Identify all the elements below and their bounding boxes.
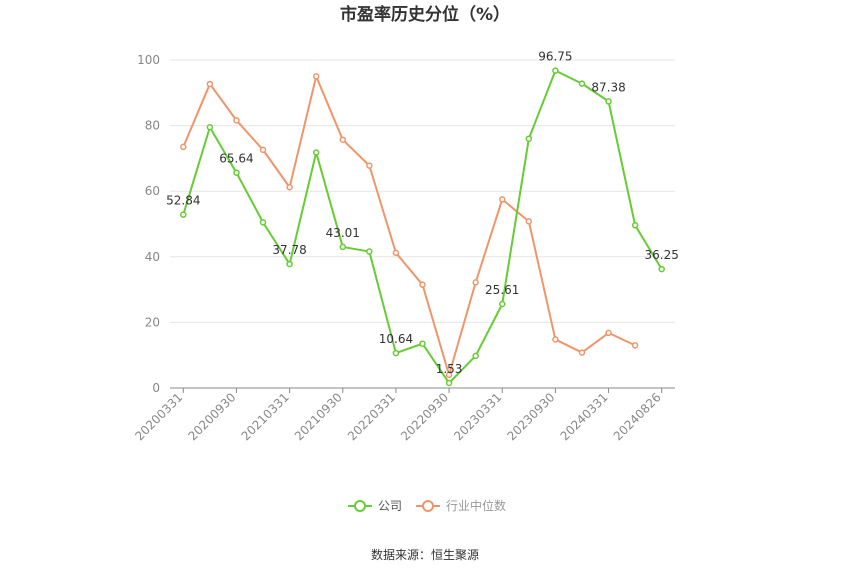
- data-point: [392, 249, 400, 257]
- data-point: [392, 349, 400, 357]
- series-line-company: [182, 69, 663, 384]
- x-tick-label: 20220930: [398, 390, 451, 443]
- data-point: [605, 329, 612, 337]
- data-point: [605, 98, 612, 105]
- legend-item-industry-median[interactable]: 行业中位数: [416, 498, 506, 513]
- y-tick-label: 100: [137, 53, 160, 67]
- x-tick-label: 20210930: [292, 390, 345, 443]
- data-point: [525, 135, 533, 142]
- data-point: [578, 349, 586, 356]
- data-point: [366, 248, 373, 255]
- source-note: 数据来源：恒生聚源: [371, 547, 479, 562]
- chart-title: 市盈率历史分位（%）: [340, 4, 510, 25]
- data-label: 36.25: [645, 248, 679, 262]
- data-point: [180, 143, 187, 151]
- x-tick-label: 20230930: [504, 390, 557, 443]
- data-labels: 52.84 65.64 37.78 43.01 10.64 1.53 25.61 96.75 8…: [166, 50, 679, 376]
- y-tick-label: 80: [145, 119, 160, 133]
- data-point: [552, 67, 559, 74]
- data-point: [312, 149, 320, 156]
- y-tick-label: 0: [152, 381, 160, 395]
- y-tick-label: 20: [145, 315, 160, 329]
- axes: 0 20 40 60 80 100 20200331 20200930 20210331 2021…: [132, 53, 675, 443]
- data-point: [552, 336, 559, 343]
- data-point: [498, 196, 506, 203]
- data-point: [445, 371, 453, 379]
- legend-label: 公司: [378, 499, 402, 513]
- x-tick-label: 20200930: [185, 390, 238, 443]
- x-tick-label: 20230331: [451, 390, 504, 443]
- data-point: [339, 136, 347, 143]
- grid: [170, 59, 675, 323]
- data-point: [498, 300, 506, 308]
- data-point: [658, 265, 665, 273]
- x-tick-label: 20210331: [239, 390, 292, 443]
- y-tick-label: 60: [145, 184, 160, 198]
- data-point: [419, 340, 426, 347]
- x-tick-label: 20240331: [558, 390, 611, 443]
- series-lines: [180, 67, 665, 387]
- data-point: [366, 162, 373, 169]
- data-label: 52.84: [166, 194, 200, 208]
- data-point: [445, 379, 453, 387]
- legend-marker: [422, 500, 434, 512]
- data-label: 37.78: [272, 243, 306, 257]
- series-line-industry-median: [182, 75, 636, 376]
- x-tick-label: 20240826: [611, 390, 664, 443]
- y-tick-label: 40: [145, 250, 160, 264]
- legend-label: 行业中位数: [446, 498, 506, 513]
- data-point: [472, 279, 479, 286]
- data-point: [206, 123, 214, 131]
- data-point: [631, 342, 639, 349]
- data-label: 65.64: [219, 152, 253, 166]
- data-point: [206, 80, 214, 88]
- data-point: [286, 184, 293, 191]
- data-point: [180, 211, 187, 218]
- data-label: 25.61: [485, 283, 519, 297]
- x-tick-label: 20200331: [132, 390, 185, 443]
- data-point: [259, 146, 267, 154]
- data-point: [525, 218, 533, 225]
- data-point: [286, 260, 293, 268]
- data-point: [233, 117, 240, 124]
- data-point: [259, 219, 267, 226]
- legend-item-company[interactable]: 公司: [348, 499, 402, 513]
- data-point: [419, 281, 426, 288]
- data-label: 96.75: [538, 50, 572, 64]
- data-label: 1.53: [436, 362, 463, 376]
- data-label: 87.38: [591, 80, 625, 94]
- data-point: [339, 243, 347, 251]
- data-point: [578, 80, 586, 87]
- data-point: [472, 352, 479, 360]
- legend-marker: [354, 500, 366, 512]
- data-label: 10.64: [379, 332, 413, 346]
- data-point: [233, 169, 240, 176]
- x-tick-label: 20220331: [345, 390, 398, 443]
- data-point: [631, 222, 639, 229]
- data-label: 43.01: [326, 226, 360, 240]
- legend[interactable]: 公司 行业中位数: [348, 498, 506, 513]
- data-point: [312, 73, 320, 80]
